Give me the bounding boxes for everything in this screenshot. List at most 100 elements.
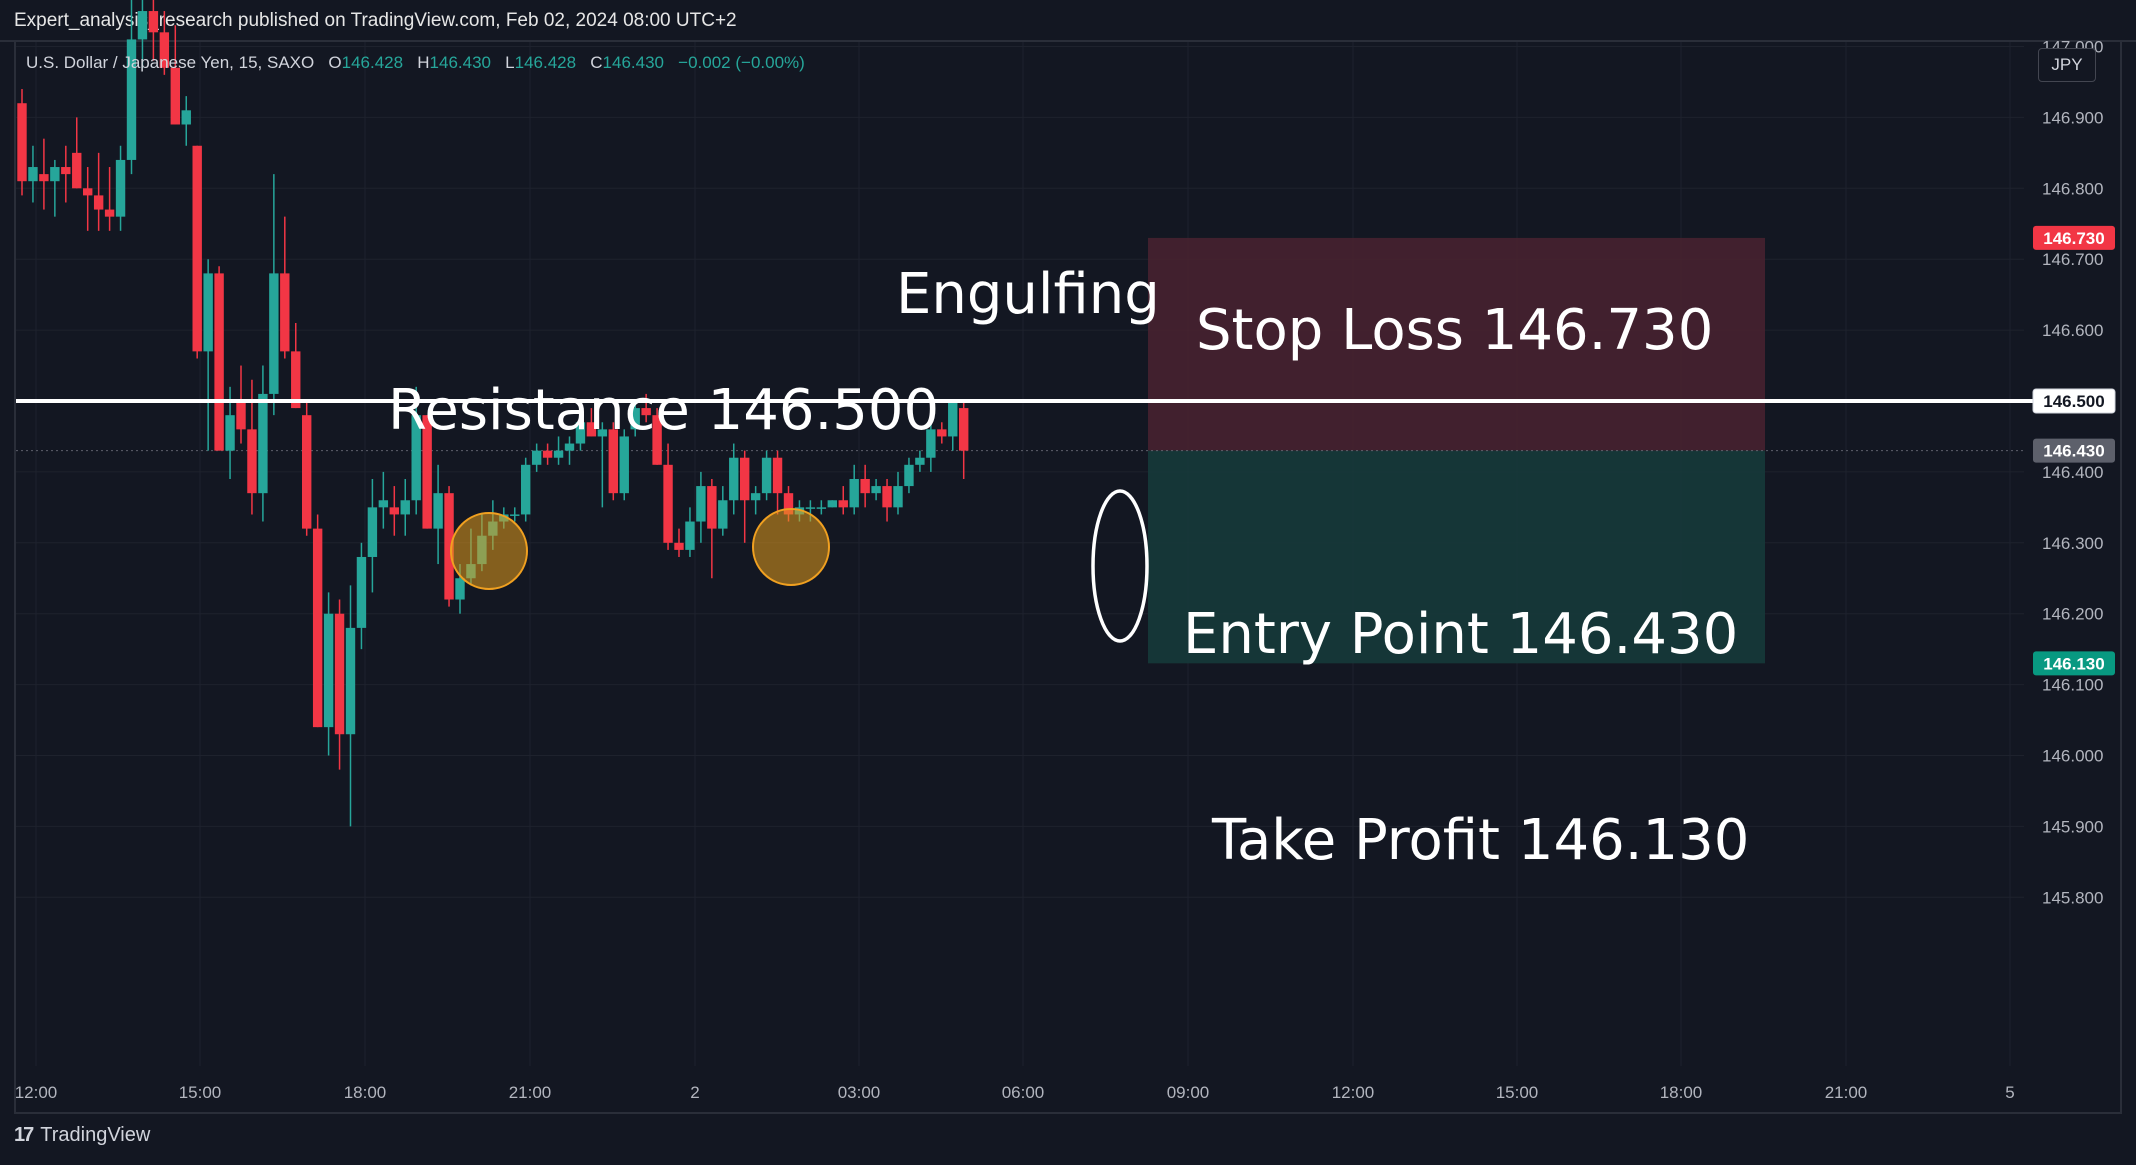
price-badge-box <box>2033 651 2115 676</box>
time-tick-label: 06:00 <box>1002 1083 1045 1102</box>
price-badges: 146.730 146.500 146.430 146.130 <box>2032 225 2116 676</box>
tradingview-logo[interactable]: 17 TradingView <box>14 1124 150 1147</box>
candle <box>740 450 750 543</box>
candle-body <box>937 429 947 437</box>
candle <box>39 138 49 210</box>
candle-body <box>356 556 367 628</box>
candle <box>83 167 93 231</box>
candle <box>729 443 739 515</box>
candle-body <box>50 167 60 182</box>
price-tick-label: 146.900 <box>2042 108 2103 127</box>
candle <box>422 415 432 529</box>
candle <box>104 167 115 231</box>
time-tick-label: 18:00 <box>1660 1083 1703 1102</box>
price-badge-resistance: 146.500 <box>2032 388 2116 414</box>
time-tick-label: 03:00 <box>838 1083 881 1102</box>
price-badge-box <box>2033 225 2115 250</box>
candle-body <box>510 514 520 516</box>
candle <box>444 486 454 607</box>
candle-body <box>126 39 137 160</box>
candle-body <box>61 167 71 175</box>
candle <box>718 486 728 536</box>
candle-body <box>685 521 695 550</box>
candle <box>619 429 629 501</box>
price-badge-tp: 146.130 <box>2033 651 2115 676</box>
candle <box>750 486 761 515</box>
candle <box>882 478 892 522</box>
candle-body <box>433 493 443 529</box>
close-value: 146.430 <box>602 53 664 72</box>
candle-body <box>455 578 465 600</box>
candle-body <box>827 500 837 508</box>
candle <box>586 408 597 437</box>
candle <box>367 478 378 593</box>
candle <box>926 422 936 472</box>
candle <box>236 365 246 444</box>
candle-body <box>225 415 235 451</box>
highlight-marks <box>16 399 2034 643</box>
stop-loss-annotation: Stop Loss 146.730 <box>1196 298 1714 363</box>
candle-body <box>904 464 914 487</box>
candle-body <box>115 159 126 217</box>
candle <box>564 436 575 465</box>
price-badge-box <box>2033 438 2115 463</box>
candle-body <box>531 450 542 465</box>
candle-body <box>521 464 531 515</box>
tradingview-logo-icon: 17 <box>14 1124 34 1146</box>
candle <box>302 401 312 536</box>
candle <box>389 486 399 536</box>
time-tick-label: 12:00 <box>1332 1083 1375 1102</box>
candle-body <box>860 478 870 494</box>
candle-body <box>959 408 969 451</box>
candle <box>433 464 443 565</box>
price-tick-label: 146.100 <box>2042 676 2103 695</box>
candle-body <box>28 167 38 182</box>
candle-body <box>302 415 312 529</box>
candle-body <box>334 613 345 735</box>
price-badge-label: 146.500 <box>2043 392 2104 411</box>
candle <box>280 216 290 359</box>
candle <box>510 507 520 522</box>
candle-body <box>926 429 936 458</box>
candle-body <box>641 408 651 416</box>
candle-body <box>104 209 115 217</box>
price-badge-label: 146.130 <box>2043 654 2104 673</box>
high-label: H <box>417 53 430 72</box>
take-profit-zone <box>1148 450 1765 664</box>
candlestick-chart[interactable]: 147.100147.000146.900146.800146.700146.6… <box>0 0 2136 1114</box>
price-tick-label: 146.200 <box>2042 605 2103 624</box>
currency-button[interactable]: JPY <box>2038 48 2096 82</box>
candle <box>137 0 148 68</box>
candle-body <box>269 273 279 394</box>
candle-body <box>652 415 662 465</box>
price-tick-label: 146.400 <box>2042 463 2103 482</box>
candle <box>696 471 706 543</box>
price-badge-label: 146.730 <box>2043 229 2104 248</box>
candle <box>400 478 410 536</box>
candle <box>816 500 827 515</box>
candle <box>356 542 367 650</box>
candle-body <box>893 486 903 508</box>
candle-body <box>39 174 49 182</box>
candle-body <box>674 542 684 550</box>
candle <box>148 0 159 61</box>
candle-body <box>838 500 848 508</box>
candle <box>948 401 958 451</box>
candle-body <box>312 528 323 728</box>
close-label: C <box>590 53 603 72</box>
published-by-text: Expert_analysis_research published on Tr… <box>14 10 737 31</box>
chart-area[interactable] <box>14 40 2122 1114</box>
high-value: 146.430 <box>429 53 491 72</box>
candle-body <box>707 486 717 529</box>
price-tick-label: 146.600 <box>2042 321 2103 340</box>
candle-body <box>291 351 301 409</box>
candle <box>608 422 618 501</box>
candle <box>542 443 553 465</box>
candle <box>761 450 772 501</box>
candle-body <box>696 486 706 522</box>
candle-body <box>816 507 827 509</box>
candle <box>531 443 542 472</box>
candle <box>345 585 356 827</box>
candle-body <box>214 273 224 451</box>
candle-body <box>882 486 892 508</box>
